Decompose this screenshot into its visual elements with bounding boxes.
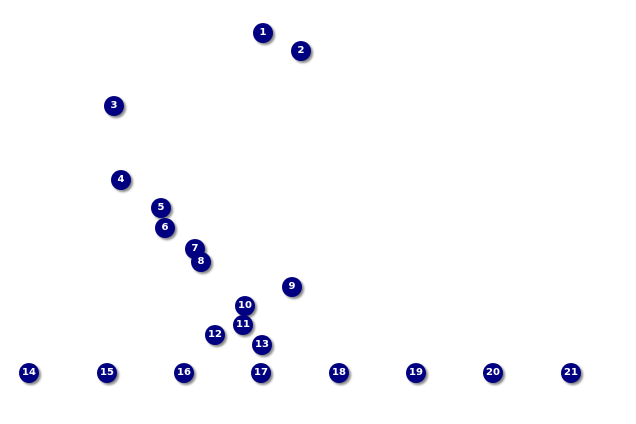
numbered-dot-3[interactable]: 3 xyxy=(104,96,124,116)
numbered-dot-19[interactable]: 19 xyxy=(406,363,426,383)
numbered-dot-5[interactable]: 5 xyxy=(151,198,171,218)
numbered-dot-1[interactable]: 1 xyxy=(253,23,273,43)
numbered-dot-16[interactable]: 16 xyxy=(174,363,194,383)
numbered-dot-15[interactable]: 15 xyxy=(97,363,117,383)
numbered-dot-9[interactable]: 9 xyxy=(282,277,302,297)
numbered-dot-2[interactable]: 2 xyxy=(291,41,311,61)
numbered-dot-13[interactable]: 13 xyxy=(252,335,272,355)
numbered-dot-12[interactable]: 12 xyxy=(205,325,225,345)
numbered-dot-20[interactable]: 20 xyxy=(483,363,503,383)
numbered-dot-4[interactable]: 4 xyxy=(111,170,131,190)
numbered-dot-10[interactable]: 10 xyxy=(235,296,255,316)
numbered-dot-8[interactable]: 8 xyxy=(191,252,211,272)
numbered-dot-14[interactable]: 14 xyxy=(19,363,39,383)
numbered-dot-11[interactable]: 11 xyxy=(233,315,253,335)
numbered-dot-17[interactable]: 17 xyxy=(251,363,271,383)
numbered-dot-21[interactable]: 21 xyxy=(561,363,581,383)
numbered-dot-18[interactable]: 18 xyxy=(329,363,349,383)
numbered-dot-6[interactable]: 6 xyxy=(155,218,175,238)
